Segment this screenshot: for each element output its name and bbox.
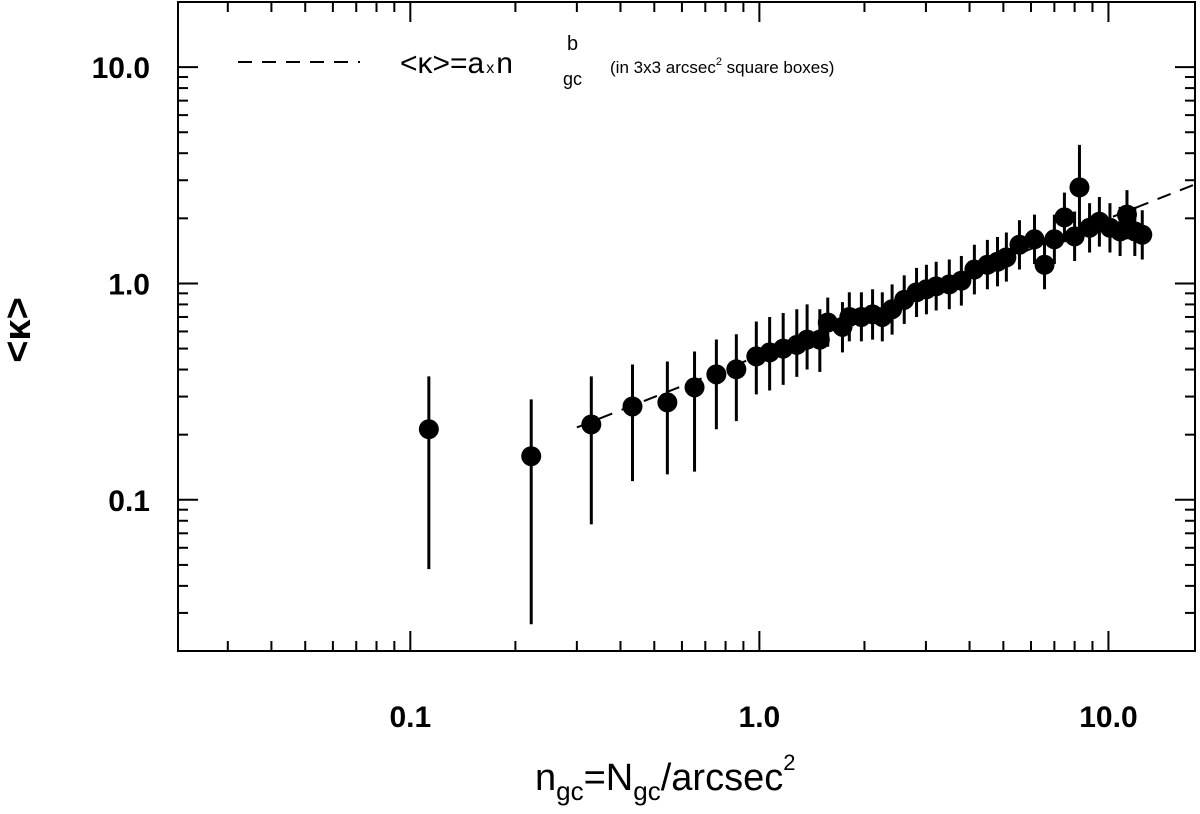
legend-note: (in 3x3 arcsec2 square boxes): [610, 56, 834, 77]
point: [581, 414, 602, 435]
point: [684, 377, 705, 398]
point: [521, 446, 542, 467]
point: [657, 392, 678, 413]
point: [1132, 224, 1153, 245]
y-tick-label: 1.0: [108, 268, 150, 301]
x-tick-label: 1.0: [739, 701, 781, 734]
legend-label: <κ>=a xn: [400, 47, 513, 80]
point: [1110, 221, 1131, 242]
legend-label-part: n: [496, 47, 513, 80]
point: [996, 247, 1017, 268]
point: [1054, 207, 1075, 228]
y-axis-label: <κ>: [0, 297, 39, 363]
point: [706, 364, 727, 385]
legend-label-part: <κ>=a: [400, 47, 485, 80]
legend-note-part: (in 3x3 arcsec: [610, 58, 716, 77]
x-label-sub: gc: [633, 776, 660, 806]
legend-label-part: x: [486, 60, 494, 77]
x-label-part: n: [535, 757, 556, 799]
point: [418, 419, 439, 440]
x-axis-label: ngc=Ngc/arcsec2: [535, 750, 795, 806]
point: [1009, 234, 1030, 255]
legend-label-sub: gc: [563, 69, 582, 89]
point: [1024, 229, 1045, 250]
point: [726, 359, 747, 380]
point: [1044, 229, 1065, 250]
x-tick-label: 10.0: [1079, 701, 1137, 734]
legend-note-part: square boxes): [722, 58, 834, 77]
y-tick-label: 10.0: [92, 52, 150, 85]
x-label-sub: gc: [556, 776, 583, 806]
x-label-sup: 2: [783, 750, 795, 775]
point: [1069, 177, 1090, 198]
point: [1116, 204, 1137, 225]
y-tick-label: 0.1: [108, 485, 150, 518]
legend-label-sup: b: [567, 33, 578, 55]
x-label-part: =N: [584, 757, 634, 799]
legend: <κ>=a xn gc b (in 3x3 arcsec2 square boxe…: [238, 33, 834, 89]
legend-note-sup: 2: [716, 56, 722, 68]
point: [1034, 254, 1055, 275]
point: [622, 396, 643, 417]
point: [809, 329, 830, 350]
plot-frame: [177, 1, 1196, 652]
point: [951, 270, 972, 291]
x-label-part: /arcsec: [661, 757, 783, 799]
x-tick-label: 0.1: [389, 701, 431, 734]
